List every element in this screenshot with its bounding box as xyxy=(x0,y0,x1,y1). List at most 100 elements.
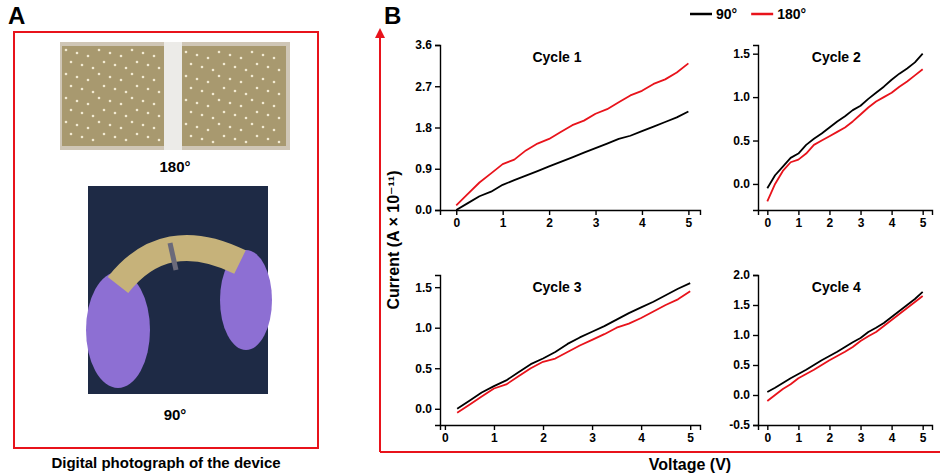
chart-title: Cycle 2 xyxy=(812,49,861,65)
series-line xyxy=(767,292,922,392)
tick-label: 1.0 xyxy=(733,328,750,342)
tick-mark xyxy=(753,53,758,54)
texture xyxy=(201,114,204,117)
texture xyxy=(201,66,204,69)
texture xyxy=(223,63,226,66)
tick: 1.0 xyxy=(733,90,758,104)
tick-mark xyxy=(549,210,550,215)
texture xyxy=(87,55,90,58)
tick-label: 2.0 xyxy=(733,268,750,282)
x-axis: 012345 xyxy=(759,425,933,445)
tick-label: 1 xyxy=(796,431,803,445)
tick-label: 5 xyxy=(686,216,693,230)
texture xyxy=(153,103,156,106)
axis-line xyxy=(435,276,441,426)
texture xyxy=(120,103,123,106)
tick-label: 1 xyxy=(491,431,498,445)
texture xyxy=(267,66,270,69)
tick-label: 3 xyxy=(593,216,600,230)
tick-mark xyxy=(435,368,440,369)
texture xyxy=(65,73,68,76)
texture xyxy=(251,75,254,78)
plot-area xyxy=(767,292,922,401)
texture xyxy=(92,91,95,94)
tick-label: 0.9 xyxy=(415,162,432,176)
series-line xyxy=(767,69,922,201)
texture xyxy=(114,88,117,91)
texture xyxy=(234,138,237,141)
texture xyxy=(120,55,123,58)
tick: 1.5 xyxy=(733,298,758,312)
tick: 0 xyxy=(442,425,449,445)
tick-label: 0.0 xyxy=(733,388,750,402)
texture xyxy=(278,93,281,96)
tick-label: 1.0 xyxy=(415,321,432,335)
texture xyxy=(223,135,226,138)
texture xyxy=(109,76,112,79)
texture xyxy=(201,90,204,93)
panel-label: B xyxy=(384,2,401,29)
texture xyxy=(109,52,112,55)
texture xyxy=(245,117,248,120)
photo-flat xyxy=(60,42,290,150)
tick: 0 xyxy=(764,210,771,230)
tick-mark xyxy=(891,425,892,430)
tick: 0.0 xyxy=(733,177,758,191)
tick: 3.6 xyxy=(415,38,440,52)
photo-bent xyxy=(86,186,272,394)
texture xyxy=(131,73,134,76)
tick: 5 xyxy=(920,425,927,445)
tick-label: 2 xyxy=(540,431,547,445)
tick-label: 0.0 xyxy=(415,402,432,416)
tick-label: 1 xyxy=(796,216,803,230)
texture xyxy=(120,127,123,130)
texture xyxy=(262,126,265,129)
texture xyxy=(223,111,226,114)
texture xyxy=(114,112,117,115)
texture xyxy=(98,73,101,76)
tick-mark xyxy=(435,45,440,46)
caption: Digital photograph of the device xyxy=(51,454,280,471)
tick-mark xyxy=(435,287,440,288)
tick-mark xyxy=(753,335,758,336)
finger xyxy=(86,272,150,388)
texture xyxy=(212,69,215,72)
texture xyxy=(158,139,161,142)
texture xyxy=(147,136,150,139)
tick-mark xyxy=(753,425,758,426)
tick-label: 2 xyxy=(546,216,553,230)
tick-mark xyxy=(860,425,861,430)
texture xyxy=(267,114,270,117)
plot-area xyxy=(456,63,688,210)
tick: 1 xyxy=(796,425,803,445)
texture xyxy=(147,64,150,67)
tick: 4 xyxy=(639,210,646,230)
texture xyxy=(190,111,193,114)
tick-mark xyxy=(798,210,799,215)
tick: 0.0 xyxy=(415,203,440,217)
texture xyxy=(92,139,95,142)
tick-label: 0.5 xyxy=(415,362,432,376)
texture xyxy=(190,87,193,90)
texture xyxy=(218,75,221,78)
texture xyxy=(207,105,210,108)
x-axis: 012345 xyxy=(759,210,933,230)
tick-label: 4 xyxy=(638,431,645,445)
texture xyxy=(65,97,68,100)
texture xyxy=(273,57,276,60)
y-axis: -0.50.00.51.01.52.0 xyxy=(729,268,758,432)
texture xyxy=(273,129,276,132)
figure: A180°90°Digital photograph of the device… xyxy=(0,0,949,476)
texture xyxy=(131,49,134,52)
tick-mark xyxy=(435,127,440,128)
tick-label: 1.5 xyxy=(733,47,750,61)
x-axis: 012345 xyxy=(441,425,701,445)
texture xyxy=(234,90,237,93)
tick-label: 1.0 xyxy=(733,90,750,104)
texture xyxy=(190,63,193,66)
texture xyxy=(262,54,265,57)
tick-label: 2.7 xyxy=(415,80,432,94)
texture xyxy=(103,61,106,64)
texture xyxy=(114,136,117,139)
electrode xyxy=(182,46,286,146)
